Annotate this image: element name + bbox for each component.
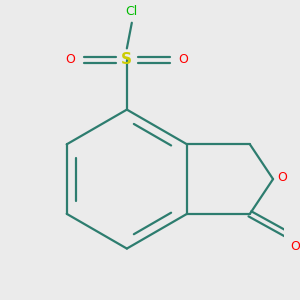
Text: Cl: Cl xyxy=(126,5,138,18)
Text: O: O xyxy=(290,240,300,254)
Text: S: S xyxy=(122,52,132,68)
Text: O: O xyxy=(66,53,76,67)
Text: O: O xyxy=(277,171,287,184)
Text: O: O xyxy=(178,53,188,67)
